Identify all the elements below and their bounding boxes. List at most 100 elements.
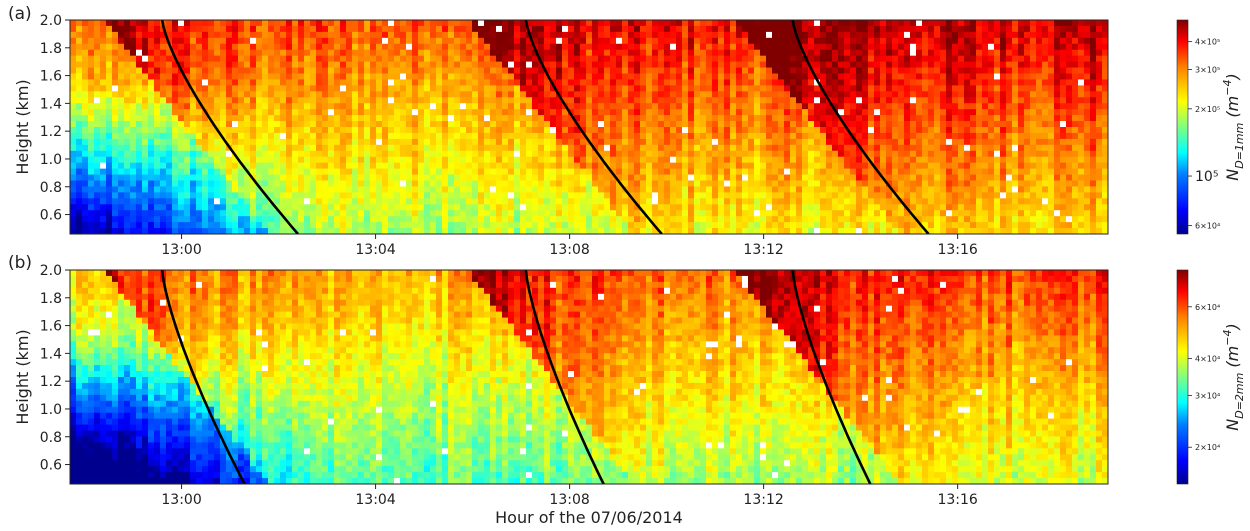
heatmap-cell bbox=[112, 132, 119, 140]
heatmap-cell bbox=[436, 156, 443, 164]
heatmap-cell bbox=[478, 127, 485, 134]
heatmap-cell bbox=[394, 55, 401, 63]
heatmap-cell bbox=[304, 20, 311, 27]
heatmap-cell bbox=[568, 180, 575, 187]
heatmap-cell bbox=[190, 61, 197, 68]
heatmap-cell bbox=[430, 150, 437, 158]
heatmap-cell bbox=[550, 109, 557, 116]
heatmap-cell bbox=[334, 73, 341, 80]
heatmap-cell bbox=[388, 109, 395, 116]
heatmap-cell bbox=[886, 121, 893, 128]
heatmap-cell bbox=[412, 162, 419, 170]
heatmap-cell bbox=[886, 198, 893, 205]
heatmap-cell bbox=[760, 222, 767, 229]
heatmap-cell bbox=[802, 174, 809, 181]
heatmap-cell bbox=[292, 85, 299, 92]
heatmap-cell bbox=[292, 216, 299, 223]
heatmap-cell bbox=[724, 162, 731, 170]
heatmap-cell bbox=[700, 55, 707, 63]
heatmap-cell bbox=[82, 192, 89, 199]
heatmap-cell bbox=[166, 79, 173, 86]
heatmap-cell bbox=[850, 103, 857, 110]
heatmap-cell bbox=[502, 168, 509, 175]
heatmap-cell bbox=[166, 138, 173, 146]
heatmap-cell bbox=[886, 144, 893, 152]
heatmap-cell bbox=[448, 204, 455, 211]
heatmap-cell bbox=[622, 162, 629, 170]
heatmap-cell bbox=[700, 97, 707, 104]
heatmap-cell bbox=[556, 186, 563, 193]
heatmap-cell bbox=[322, 156, 329, 164]
heatmap-cell bbox=[118, 79, 125, 86]
heatmap-cell bbox=[226, 97, 233, 104]
heatmap-cell bbox=[856, 20, 863, 27]
heatmap-cell bbox=[76, 91, 83, 98]
heatmap-cell bbox=[736, 174, 743, 181]
heatmap-cell bbox=[334, 150, 341, 158]
heatmap-cell bbox=[202, 180, 209, 187]
heatmap-cell bbox=[628, 168, 635, 175]
heatmap-cell bbox=[214, 210, 221, 217]
heatmap-cell bbox=[280, 210, 287, 217]
heatmap-cell bbox=[478, 109, 485, 116]
heatmap-cell bbox=[580, 67, 587, 74]
heatmap-cell bbox=[694, 20, 701, 27]
heatmap-cell bbox=[874, 132, 881, 140]
heatmap-cell bbox=[538, 20, 545, 27]
heatmap-cell bbox=[706, 132, 713, 140]
heatmap-cell bbox=[694, 91, 701, 98]
heatmap-cell bbox=[856, 210, 863, 217]
heatmap-cell bbox=[568, 20, 575, 27]
heatmap-cell bbox=[472, 103, 479, 110]
heatmap-cell bbox=[358, 85, 365, 92]
heatmap-cell bbox=[706, 73, 713, 80]
heatmap-cell bbox=[262, 186, 269, 193]
heatmap-cell bbox=[646, 138, 653, 146]
heatmap-cell bbox=[634, 228, 641, 234]
heatmap-cell bbox=[700, 162, 707, 170]
heatmap-cell bbox=[184, 67, 191, 74]
heatmap-cell bbox=[328, 97, 335, 104]
heatmap-cell bbox=[214, 216, 221, 223]
heatmap-cell bbox=[262, 91, 269, 98]
heatmap-cell bbox=[292, 103, 299, 110]
heatmap-cell bbox=[82, 61, 89, 68]
heatmap-cell bbox=[712, 138, 719, 146]
heatmap-cell bbox=[394, 43, 401, 51]
heatmap-cell bbox=[838, 210, 845, 217]
heatmap-cell bbox=[646, 85, 653, 92]
heatmap-cell bbox=[796, 31, 803, 39]
heatmap-cell bbox=[724, 204, 731, 211]
heatmap-cell bbox=[754, 109, 761, 116]
heatmap-cell bbox=[262, 67, 269, 74]
heatmap-cell bbox=[292, 222, 299, 229]
heatmap-cell bbox=[886, 228, 893, 234]
heatmap-cell bbox=[880, 138, 887, 146]
heatmap-cell bbox=[838, 162, 845, 170]
heatmap-cell bbox=[682, 85, 689, 92]
heatmap-cell bbox=[382, 73, 389, 80]
heatmap-cell bbox=[514, 43, 521, 51]
heatmap-cell bbox=[724, 43, 731, 51]
heatmap-cell bbox=[838, 20, 845, 27]
heatmap-cell bbox=[736, 192, 743, 199]
heatmap-cell bbox=[664, 20, 671, 27]
heatmap-cell bbox=[310, 115, 317, 122]
heatmap-cell bbox=[406, 73, 413, 80]
heatmap-cell bbox=[184, 156, 191, 164]
heatmap-cell bbox=[298, 20, 305, 27]
heatmap-cell bbox=[160, 228, 167, 234]
heatmap-cell bbox=[814, 20, 821, 27]
heatmap-cell bbox=[88, 144, 95, 152]
heatmap-cell bbox=[544, 198, 551, 205]
heatmap-cell bbox=[598, 228, 605, 234]
heatmap-cell bbox=[736, 162, 743, 170]
heatmap-cell bbox=[592, 204, 599, 211]
heatmap-cell bbox=[136, 228, 143, 234]
heatmap-cell bbox=[718, 168, 725, 175]
heatmap-cell bbox=[238, 37, 245, 45]
heatmap-cell bbox=[610, 216, 617, 223]
heatmap-cell bbox=[184, 73, 191, 80]
heatmap-cell bbox=[814, 31, 821, 39]
heatmap-cell bbox=[430, 73, 437, 80]
